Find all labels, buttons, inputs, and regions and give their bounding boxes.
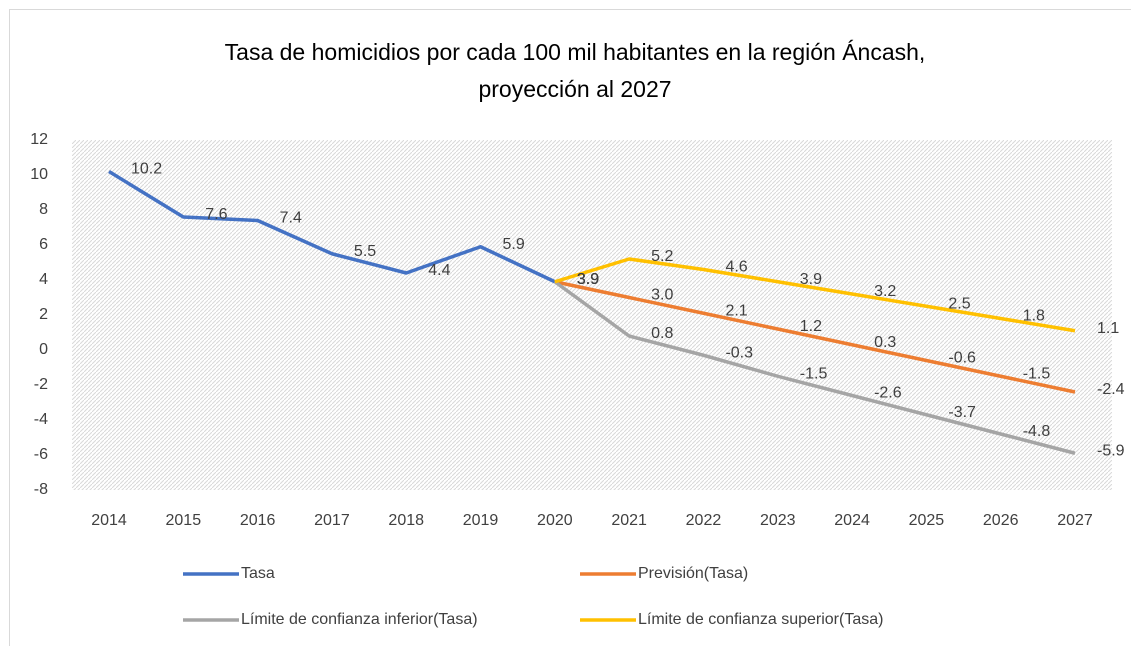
x-tick-label: 2022	[686, 512, 722, 529]
y-tick-label: -2	[34, 376, 48, 393]
data-label: 4.6	[725, 259, 747, 276]
data-label: 3.9	[577, 271, 599, 288]
data-label: 3.9	[800, 271, 822, 288]
data-label: 5.5	[354, 243, 376, 260]
legend-label: Límite de confianza superior(Tasa)	[638, 611, 883, 628]
y-tick-label: 0	[39, 341, 48, 358]
chart-border	[9, 9, 1131, 646]
data-label: 7.6	[205, 206, 227, 223]
y-tick-label: -4	[34, 411, 48, 428]
data-label: -5.9	[1097, 442, 1125, 459]
y-tick-label: 10	[30, 166, 48, 183]
data-label: 2.5	[948, 295, 970, 312]
data-label: 1.2	[800, 318, 822, 335]
data-label: 10.2	[131, 161, 162, 178]
chart-title: Tasa de homicidios por cada 100 mil habi…	[224, 39, 926, 102]
data-label: 3.9	[577, 271, 599, 288]
series-line	[553, 280, 1076, 455]
legend-label: Previsión(Tasa)	[638, 565, 748, 582]
data-label: -2.6	[874, 385, 902, 402]
data-label: 7.4	[280, 210, 302, 227]
x-tick-label: 2015	[166, 512, 202, 529]
y-tick-label: 8	[39, 201, 48, 218]
data-label: 4.4	[428, 262, 450, 279]
data-label: 5.2	[651, 248, 673, 265]
y-tick-label: 2	[39, 306, 48, 323]
y-tick-label: 12	[30, 131, 48, 148]
x-tick-label: 2027	[1057, 512, 1093, 529]
y-tick-label: -8	[34, 481, 48, 498]
data-label: 3.9	[577, 271, 599, 288]
x-tick-label: 2016	[240, 512, 276, 529]
data-label: 3.9	[577, 271, 599, 288]
x-tick-label: 2017	[314, 512, 350, 529]
data-label: 5.9	[503, 236, 525, 253]
data-label: -0.3	[725, 344, 753, 361]
x-tick-label: 2026	[983, 512, 1019, 529]
x-tick-label: 2014	[91, 512, 127, 529]
x-tick-label: 2019	[463, 512, 499, 529]
y-tick-label: 4	[39, 271, 48, 288]
y-tick-label: -6	[34, 446, 48, 463]
x-tick-label: 2020	[537, 512, 573, 529]
data-label: -1.5	[800, 365, 828, 382]
data-label: 3.0	[651, 287, 673, 304]
plot-area	[72, 140, 1112, 490]
data-label: -2.4	[1097, 381, 1125, 398]
x-tick-label: 2024	[834, 512, 870, 529]
x-tick-label: 2025	[909, 512, 945, 529]
x-tick-label: 2023	[760, 512, 796, 529]
data-label: 0.8	[651, 325, 673, 342]
y-tick-label: 6	[39, 236, 48, 253]
data-label: 0.3	[874, 334, 896, 351]
legend-label: Límite de confianza inferior(Tasa)	[241, 611, 478, 628]
data-label: 3.2	[874, 283, 896, 300]
data-label: 1.8	[1023, 308, 1045, 325]
data-label: -3.7	[948, 404, 976, 421]
series-line	[554, 257, 1076, 333]
data-label: 2.1	[725, 302, 747, 319]
x-tick-label: 2021	[611, 512, 647, 529]
data-label: -0.6	[948, 350, 976, 367]
series-line	[108, 170, 556, 284]
data-label: 1.1	[1097, 320, 1119, 337]
x-tick-label: 2018	[388, 512, 424, 529]
legend-label: Tasa	[241, 565, 275, 582]
data-label: -1.5	[1023, 365, 1051, 382]
series-line	[554, 280, 1076, 394]
data-label: -4.8	[1023, 423, 1051, 440]
